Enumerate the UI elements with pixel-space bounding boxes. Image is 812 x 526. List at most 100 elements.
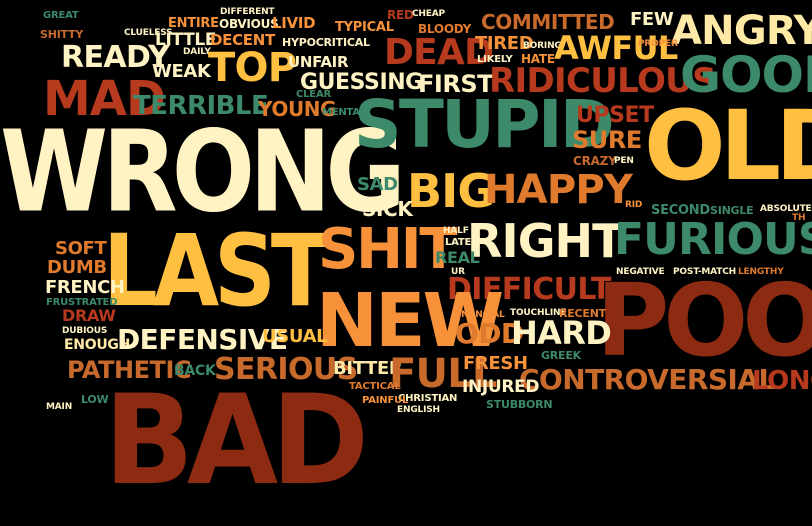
- word-frustrated: frustrated: [46, 297, 118, 308]
- word-decent: decent: [210, 31, 275, 49]
- word-tactical: tactical: [349, 381, 401, 392]
- word-top: top: [208, 45, 297, 91]
- word-livid: livid: [272, 14, 316, 32]
- word-entire: entire: [168, 16, 219, 31]
- word-defensive: defensive: [117, 323, 288, 356]
- word-rid: rid: [625, 200, 643, 210]
- word-bitter: bitter: [333, 358, 403, 379]
- word-fresh: fresh: [463, 353, 528, 374]
- word-shitty: shitty: [40, 28, 84, 41]
- word-bloody: bloody: [418, 22, 472, 36]
- word-great: great: [43, 10, 79, 21]
- word-awful: awful: [554, 29, 678, 67]
- word-enough: enough: [64, 337, 131, 353]
- word-stupid: stupid: [354, 86, 615, 163]
- word-odd: odd: [455, 317, 524, 350]
- word-obvious: obvious: [219, 17, 279, 31]
- word-boring: boring: [523, 41, 562, 51]
- word-french: french: [45, 277, 125, 298]
- word-hypocritical: hypocritical: [282, 36, 370, 49]
- word-typical: typical: [335, 20, 394, 35]
- word-good: good: [680, 46, 812, 104]
- word-low: low: [81, 393, 109, 406]
- word-last: last: [103, 213, 329, 329]
- word-english: english: [397, 405, 440, 415]
- word-guessing: guessing: [300, 70, 423, 95]
- word-red: red: [387, 8, 414, 22]
- word-mental: mental: [322, 107, 367, 118]
- word-christian: christian: [398, 393, 458, 404]
- word-back: back: [174, 363, 216, 379]
- word-late: late: [445, 237, 472, 248]
- word-full: full: [389, 351, 497, 397]
- word-ready: ready: [61, 40, 170, 75]
- word-clear: clear: [296, 89, 331, 100]
- word-unfair: unfair: [288, 53, 349, 71]
- word-daily: daily: [183, 47, 211, 57]
- word-pathetic: pathetic: [67, 356, 192, 384]
- word-proper: proper: [638, 39, 678, 49]
- word-terrible: terrible: [133, 91, 269, 121]
- word-dead: dead: [384, 32, 494, 73]
- word-real: real: [435, 248, 480, 267]
- word-greek: greek: [541, 349, 581, 362]
- word-lengthy: lengthy: [738, 267, 784, 277]
- word-post-match: post-match: [673, 267, 736, 277]
- word-old: old: [644, 90, 812, 202]
- word-sad: sad: [357, 174, 398, 195]
- word-weak: weak: [152, 61, 211, 82]
- word-happy: happy: [484, 167, 633, 213]
- word-little: little: [155, 30, 217, 50]
- word-long: long: [752, 366, 812, 396]
- word-controversial: controversial: [519, 363, 776, 396]
- word-recent: recent: [559, 307, 606, 320]
- word-hard: hard: [511, 314, 612, 352]
- word-ridiculous: ridiculous: [489, 61, 717, 101]
- word-sick: sick: [362, 197, 413, 221]
- word-main: main: [46, 402, 73, 412]
- word-sure: sure: [572, 126, 642, 154]
- word-ur: ur: [451, 267, 465, 277]
- word-hate: hate: [521, 52, 555, 66]
- word-crazy: crazy: [573, 154, 617, 168]
- word-absolute: absolute: [760, 204, 812, 214]
- word-mad: mad: [43, 71, 166, 127]
- word-single: single: [710, 204, 754, 217]
- word-touchline: touchline: [510, 308, 567, 318]
- word-dumb: dumb: [47, 257, 107, 278]
- word-wrong: wrong: [0, 106, 406, 238]
- word-furious: furious: [614, 214, 812, 265]
- word-cheap: cheap: [412, 9, 445, 19]
- word-big: big: [407, 164, 495, 218]
- word-stubborn: stubborn: [486, 398, 553, 411]
- word-bad: bad: [104, 367, 369, 513]
- word-soft: soft: [55, 238, 107, 259]
- word-difficult: difficult: [447, 272, 611, 307]
- word-few: few: [630, 9, 674, 30]
- word-th: th: [792, 213, 806, 223]
- word-new: new: [316, 278, 504, 364]
- word-pen: pen: [614, 156, 634, 166]
- word-tired: tired: [475, 33, 534, 54]
- word-shit: shit: [318, 217, 458, 282]
- word-upset: upset: [576, 103, 654, 128]
- word-painful: painful: [362, 395, 409, 406]
- word-first: first: [418, 70, 494, 98]
- word-committed: committed: [481, 10, 615, 34]
- word-financial: financial: [452, 310, 505, 320]
- word-clueless: clueless: [124, 28, 173, 38]
- word-draw: draw: [62, 306, 116, 325]
- word-different: different: [220, 7, 275, 17]
- word-poor: poor: [596, 262, 812, 379]
- word-young: young: [258, 97, 337, 121]
- word-right: right: [467, 214, 623, 268]
- word-half: half: [443, 226, 469, 236]
- word-dubious: dubious: [62, 326, 108, 336]
- word-angry: angry: [671, 8, 812, 54]
- word-serious: serious: [214, 352, 358, 387]
- word-second: second: [651, 203, 710, 218]
- word-usual: usual: [262, 326, 328, 347]
- word-negative: negative: [616, 267, 665, 277]
- word-likely: likely: [477, 54, 513, 65]
